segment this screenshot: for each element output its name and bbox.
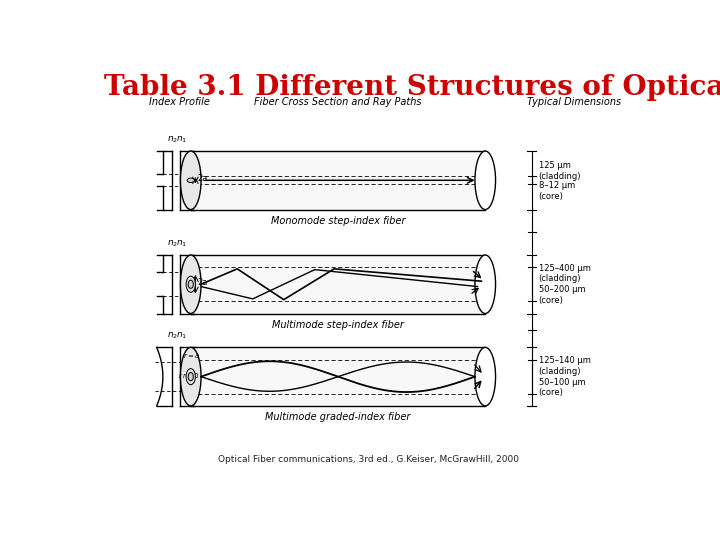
Text: $n_2$: $n_2$	[166, 238, 178, 249]
Text: $r = 0$: $r = 0$	[182, 372, 199, 380]
Ellipse shape	[187, 178, 194, 183]
Text: $n_2$: $n_2$	[166, 134, 178, 145]
Text: 2a: 2a	[198, 278, 208, 287]
Ellipse shape	[186, 276, 195, 292]
Text: 125 μm
(cladding): 125 μm (cladding)	[539, 161, 581, 181]
Ellipse shape	[475, 347, 495, 406]
FancyBboxPatch shape	[191, 255, 485, 314]
FancyBboxPatch shape	[191, 347, 485, 406]
Text: Multimode graded-index fiber: Multimode graded-index fiber	[265, 412, 410, 422]
Text: Monomode step-index fiber: Monomode step-index fiber	[271, 215, 405, 226]
Ellipse shape	[475, 255, 495, 314]
Text: 125–140 μm
(cladding): 125–140 μm (cladding)	[539, 356, 590, 376]
FancyBboxPatch shape	[191, 151, 485, 210]
Ellipse shape	[181, 151, 201, 210]
Text: Fiber Cross Section and Ray Paths: Fiber Cross Section and Ray Paths	[254, 97, 422, 107]
Text: 125–400 μm
(cladding): 125–400 μm (cladding)	[539, 264, 590, 283]
Text: Table 3.1 Different Structures of Optical Fiber: Table 3.1 Different Structures of Optica…	[104, 74, 720, 101]
Ellipse shape	[181, 347, 201, 406]
Ellipse shape	[181, 255, 201, 314]
Text: 2a: 2a	[198, 174, 208, 183]
Ellipse shape	[186, 369, 195, 384]
Text: $n_2$: $n_2$	[166, 330, 178, 341]
Text: $n_1$: $n_1$	[176, 238, 187, 249]
Ellipse shape	[188, 373, 194, 381]
Text: $r = a$: $r = a$	[183, 352, 200, 361]
Text: 50–100 μm
(core): 50–100 μm (core)	[539, 378, 585, 397]
Text: Index Profile: Index Profile	[149, 97, 210, 107]
Ellipse shape	[188, 280, 194, 288]
Text: 8–12 μm
(core): 8–12 μm (core)	[539, 181, 575, 201]
Text: $n_1$: $n_1$	[176, 134, 187, 145]
Text: $n_1$: $n_1$	[176, 330, 187, 341]
Text: Multimode step-index fiber: Multimode step-index fiber	[272, 320, 404, 329]
Ellipse shape	[475, 151, 495, 210]
Text: 50–200 μm
(core): 50–200 μm (core)	[539, 285, 585, 305]
Text: $r$: $r$	[178, 372, 183, 380]
Text: Optical Fiber communications, 3rd ed., G.Keiser, McGrawHill, 2000: Optical Fiber communications, 3rd ed., G…	[218, 455, 520, 464]
Text: Typical Dimensions: Typical Dimensions	[527, 97, 621, 107]
